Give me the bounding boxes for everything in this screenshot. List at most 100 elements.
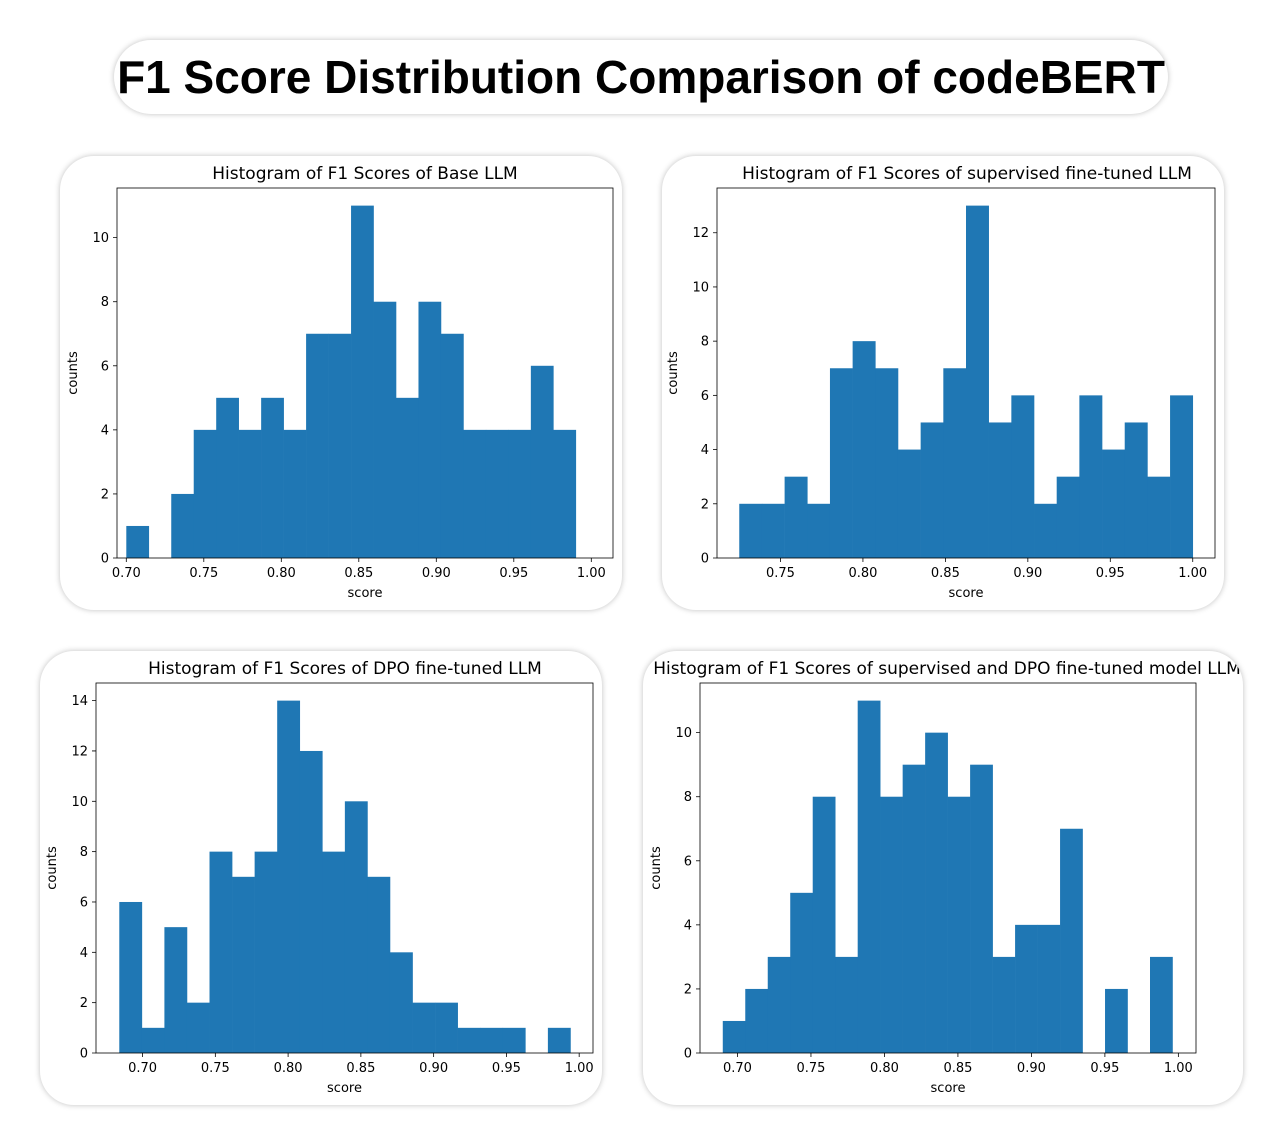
histogram-bar bbox=[126, 525, 150, 558]
chart-supervised-dpo-llm: Histogram of F1 Scores of supervised and… bbox=[649, 659, 1241, 1096]
histogram-bar bbox=[1147, 476, 1171, 558]
y-tick-label: 4 bbox=[80, 946, 88, 961]
x-tick-label: 0.70 bbox=[128, 1061, 157, 1076]
x-tick-label: 1.00 bbox=[1178, 566, 1207, 581]
y-tick-label: 8 bbox=[101, 295, 109, 310]
histogram-bar bbox=[480, 1027, 504, 1053]
x-tick-label: 0.85 bbox=[931, 566, 960, 581]
x-tick-label: 0.85 bbox=[346, 1061, 375, 1076]
histogram-bar bbox=[761, 503, 785, 558]
chart-title: Histogram of F1 Scores of supervised fin… bbox=[742, 164, 1192, 184]
x-tick-label: 0.75 bbox=[201, 1061, 230, 1076]
histogram-bar bbox=[209, 851, 233, 1053]
x-tick-label: 0.85 bbox=[943, 1061, 972, 1076]
x-tick-label: 0.75 bbox=[796, 1061, 825, 1076]
y-tick-label: 10 bbox=[71, 795, 88, 810]
x-tick-label: 0.80 bbox=[870, 1061, 899, 1076]
x-tick-label: 0.80 bbox=[848, 566, 877, 581]
histogram-bar bbox=[457, 1027, 481, 1053]
y-tick-label: 2 bbox=[101, 487, 109, 502]
histogram-bar bbox=[508, 429, 532, 558]
x-tick-label: 0.90 bbox=[419, 1061, 448, 1076]
histogram-bar bbox=[1037, 924, 1061, 1053]
y-tick-label: 4 bbox=[101, 423, 109, 438]
y-tick-label: 14 bbox=[71, 694, 88, 709]
histogram-bar bbox=[835, 956, 858, 1053]
x-tick-label: 0.70 bbox=[112, 566, 141, 581]
chart-title: Histogram of F1 Scores of supervised and… bbox=[653, 659, 1241, 679]
histogram-bar bbox=[277, 700, 301, 1053]
y-tick-label: 0 bbox=[80, 1047, 88, 1062]
x-tick-label: 1.00 bbox=[577, 566, 606, 581]
histogram-bar bbox=[1056, 476, 1080, 558]
histogram-bar bbox=[1102, 449, 1126, 558]
x-tick-label: 0.75 bbox=[189, 566, 218, 581]
y-tick-label: 10 bbox=[92, 231, 109, 246]
y-axis-label: counts bbox=[45, 846, 60, 890]
x-tick-label: 0.95 bbox=[499, 566, 528, 581]
histogram-bar bbox=[418, 301, 442, 558]
histogram-bar bbox=[254, 851, 278, 1053]
histogram-bar bbox=[186, 1002, 210, 1053]
histogram-bar bbox=[463, 429, 487, 558]
y-tick-label: 8 bbox=[80, 845, 88, 860]
histogram-bar bbox=[1079, 395, 1103, 558]
histogram-bar bbox=[412, 1002, 436, 1053]
y-tick-label: 2 bbox=[684, 982, 692, 997]
main-title: F1 Score Distribution Comparison of code… bbox=[117, 51, 1165, 103]
y-axis-label: counts bbox=[649, 846, 664, 890]
x-tick-label: 1.00 bbox=[1164, 1061, 1193, 1076]
y-tick-label: 2 bbox=[80, 996, 88, 1011]
histogram-bar bbox=[943, 368, 967, 558]
histogram-bar bbox=[238, 429, 262, 558]
histogram-bar bbox=[328, 333, 352, 558]
x-axis-label: score bbox=[348, 586, 383, 601]
x-axis-label: score bbox=[931, 1081, 966, 1096]
histogram-bar bbox=[367, 876, 391, 1053]
x-tick-label: 0.70 bbox=[723, 1061, 752, 1076]
histogram-bar bbox=[502, 1027, 526, 1053]
y-tick-label: 6 bbox=[80, 895, 88, 910]
y-tick-label: 10 bbox=[675, 726, 692, 741]
histogram-bar bbox=[1105, 988, 1128, 1053]
y-tick-label: 6 bbox=[101, 359, 109, 374]
chart-title: Histogram of F1 Scores of Base LLM bbox=[212, 164, 517, 184]
y-tick-label: 8 bbox=[684, 790, 692, 805]
chart-panel-dpo-llm: Histogram of F1 Scores of DPO fine-tuned… bbox=[40, 651, 602, 1105]
histogram-bar bbox=[807, 503, 831, 558]
histogram-bar bbox=[988, 422, 1012, 558]
x-tick-label: 0.95 bbox=[1096, 566, 1125, 581]
x-tick-label: 0.95 bbox=[492, 1061, 521, 1076]
histogram-bar bbox=[232, 876, 255, 1053]
x-tick-label: 0.90 bbox=[422, 566, 451, 581]
histogram-bar bbox=[171, 493, 195, 558]
histogram-bar bbox=[1011, 395, 1035, 558]
chart-panel-supervised-dpo-llm: Histogram of F1 Scores of supervised and… bbox=[643, 651, 1243, 1105]
histogram-bar bbox=[852, 341, 876, 558]
y-axis-label: counts bbox=[666, 351, 681, 395]
histogram-bar bbox=[902, 764, 926, 1053]
histogram-bar bbox=[1150, 956, 1173, 1053]
histogram-bar bbox=[920, 422, 944, 558]
histogram-bar bbox=[389, 952, 413, 1053]
chart-dpo-llm: Histogram of F1 Scores of DPO fine-tuned… bbox=[45, 659, 594, 1096]
histogram-bar bbox=[440, 333, 464, 558]
y-tick-label: 0 bbox=[101, 552, 109, 567]
y-tick-label: 12 bbox=[692, 226, 709, 241]
y-tick-label: 10 bbox=[692, 280, 709, 295]
histogram-bar bbox=[739, 503, 763, 558]
main-title-box: F1 Score Distribution Comparison of code… bbox=[114, 40, 1168, 114]
plot-frame bbox=[95, 682, 594, 1054]
histogram-bar bbox=[396, 397, 419, 558]
histogram-bar bbox=[745, 988, 769, 1053]
histogram-bar bbox=[485, 429, 509, 558]
histogram-bar bbox=[261, 397, 284, 558]
histogram-bar bbox=[1124, 422, 1148, 558]
chart-title: Histogram of F1 Scores of DPO fine-tuned… bbox=[148, 659, 542, 679]
plot-frame bbox=[699, 682, 1197, 1054]
x-tick-label: 0.85 bbox=[344, 566, 373, 581]
histogram-bar bbox=[435, 1002, 458, 1053]
histogram-bar bbox=[216, 397, 239, 558]
histogram-bar bbox=[992, 956, 1016, 1053]
histogram-bar bbox=[306, 333, 329, 558]
